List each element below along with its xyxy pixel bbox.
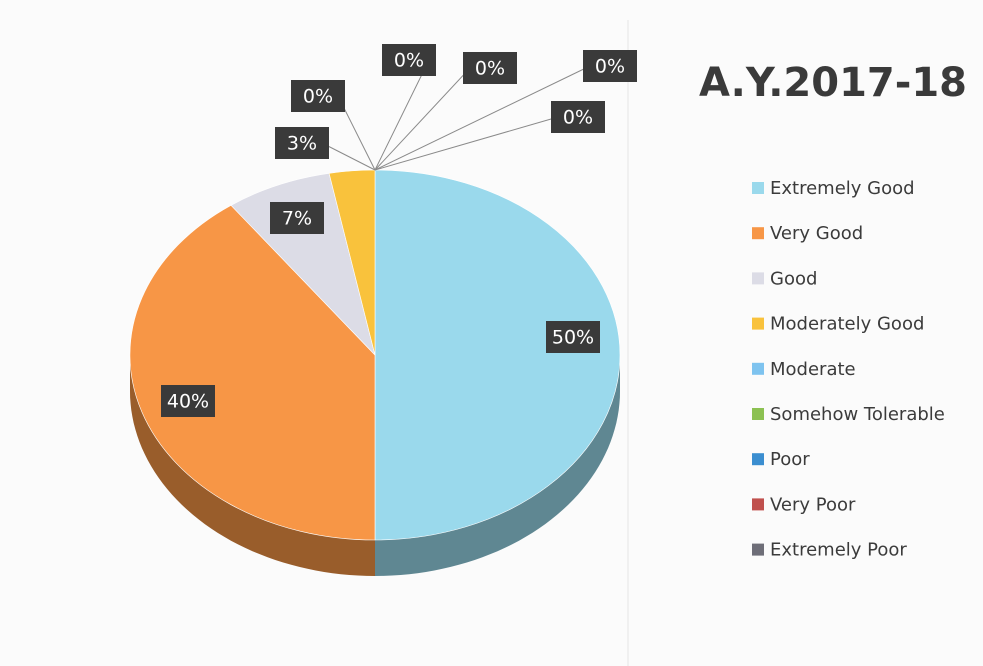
data-label-text: 0% — [595, 56, 625, 78]
data-label-box — [270, 202, 324, 234]
data-label: 50% — [546, 321, 600, 353]
data-label-text: 40% — [167, 391, 209, 413]
data-label-box — [551, 101, 605, 133]
legend-swatch — [752, 408, 764, 420]
legend-swatch — [752, 362, 764, 375]
legend-swatch — [752, 182, 764, 194]
legend-label: Extremely Poor — [770, 540, 907, 561]
data-label-text: 0% — [303, 86, 333, 108]
data-label: 40% — [161, 385, 215, 417]
legend-label: Extremely Good — [770, 178, 915, 199]
slice — [374, 169, 621, 541]
data-label-box — [546, 321, 600, 353]
data-label-box — [275, 127, 329, 159]
slice-side — [130, 355, 375, 576]
data-label-text: 0% — [475, 58, 505, 80]
legend-label: Good — [770, 268, 817, 289]
legend-swatch — [752, 543, 764, 556]
chart-title: A.Y.2017-18 — [699, 60, 967, 106]
data-label: 7% — [270, 202, 324, 234]
legend-label: Very Good — [770, 223, 863, 244]
data-label: 0% — [583, 50, 637, 82]
legend-swatch — [752, 317, 764, 330]
data-label-text: 0% — [394, 50, 424, 72]
legend-label: Poor — [770, 449, 810, 470]
data-label: 0% — [291, 80, 345, 112]
legend-swatch — [752, 498, 764, 511]
legend-swatch — [752, 453, 764, 466]
data-label-box — [382, 44, 436, 76]
slice — [129, 204, 376, 541]
data-label-box — [161, 385, 215, 417]
data-label-text: 50% — [552, 327, 594, 349]
legend-label: Moderate — [770, 359, 856, 380]
legend-swatch — [752, 272, 764, 285]
data-label-box — [583, 50, 637, 82]
data-label: 0% — [463, 52, 517, 84]
legend-swatch — [752, 227, 764, 240]
legend-label: Somehow Tolerable — [770, 404, 945, 425]
data-label: 0% — [382, 44, 436, 76]
data-label-text: 0% — [563, 107, 593, 129]
slice-side — [375, 355, 620, 576]
data-label-box — [463, 52, 517, 84]
data-label-box — [291, 80, 345, 112]
data-label-text: 7% — [282, 208, 312, 230]
data-label-text: 3% — [287, 133, 317, 155]
legend-label: Very Poor — [770, 494, 856, 515]
data-label: 3% — [275, 127, 329, 159]
legend-label: Moderately Good — [770, 314, 924, 335]
slice — [230, 172, 376, 357]
data-label: 0% — [551, 101, 605, 133]
